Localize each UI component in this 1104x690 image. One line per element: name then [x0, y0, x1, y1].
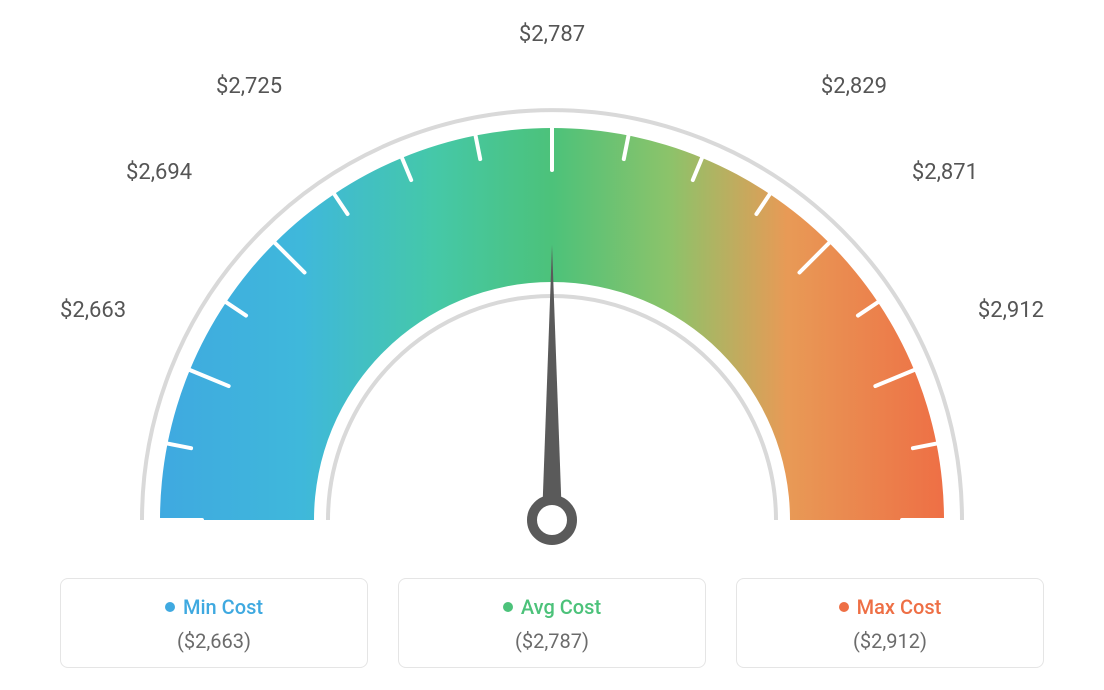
gauge-tick-label: $2,871: [912, 160, 978, 185]
legend-title-avg: Avg Cost: [521, 595, 601, 619]
gauge-tick-label: $2,787: [519, 22, 585, 47]
legend-title-row: Avg Cost: [409, 595, 695, 619]
gauge-svg: [0, 0, 1104, 560]
legend-title-max: Max Cost: [857, 595, 942, 619]
legend-value-avg: ($2,787): [409, 629, 695, 653]
gauge-tick-label: $2,725: [216, 74, 282, 99]
cost-gauge-chart: $2,663 $2,694 $2,725 $2,787 $2,829 $2,871 $2,9…: [0, 0, 1104, 690]
gauge-tick-label: $2,829: [821, 74, 887, 99]
legend-title-min: Min Cost: [183, 595, 263, 619]
legend-dot-min: [165, 602, 175, 612]
legend-row: Min Cost ($2,663) Avg Cost ($2,787) Max …: [0, 578, 1104, 668]
gauge-tick-label: $2,663: [60, 298, 126, 323]
legend-value-min: ($2,663): [71, 629, 357, 653]
legend-title-row: Min Cost: [71, 595, 357, 619]
legend-dot-avg: [503, 602, 513, 612]
legend-card-avg: Avg Cost ($2,787): [398, 578, 706, 668]
legend-card-max: Max Cost ($2,912): [736, 578, 1044, 668]
legend-title-row: Max Cost: [747, 595, 1033, 619]
legend-value-max: ($2,912): [747, 629, 1033, 653]
gauge-area: $2,663 $2,694 $2,725 $2,787 $2,829 $2,871 $2,9…: [0, 0, 1104, 560]
gauge-tick-label: $2,694: [126, 160, 192, 185]
gauge-tick-label: $2,912: [978, 298, 1044, 323]
legend-card-min: Min Cost ($2,663): [60, 578, 368, 668]
legend-dot-max: [839, 602, 849, 612]
